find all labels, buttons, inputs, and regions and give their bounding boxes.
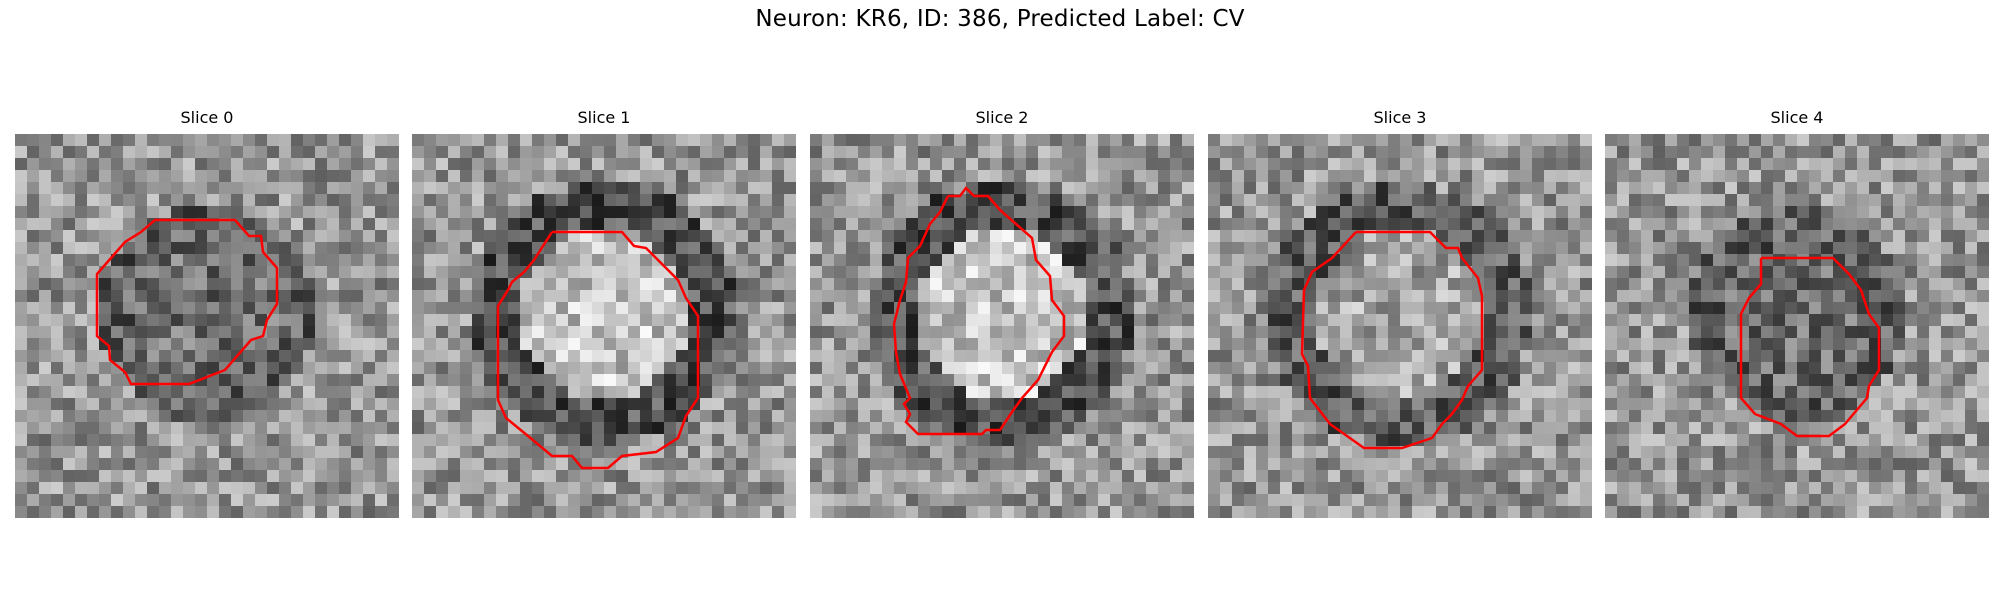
slice-title: Slice 3 <box>1373 108 1427 127</box>
slice-panel-0: Slice 0 <box>15 108 399 520</box>
slice-title: Slice 1 <box>577 108 631 127</box>
roi-contour <box>496 230 700 470</box>
slice-image <box>15 134 399 518</box>
slice-title: Slice 4 <box>1770 108 1824 127</box>
slice-panel-3: Slice 3 <box>1208 108 1592 520</box>
slice-panel-1: Slice 1 <box>412 108 796 520</box>
roi-contour <box>1739 256 1881 438</box>
roi-contour <box>892 186 1066 436</box>
figure-title: Neuron: KR6, ID: 386, Predicted Label: C… <box>755 6 1245 32</box>
roi-contour <box>95 218 279 386</box>
slice-title: Slice 0 <box>180 108 234 127</box>
roi-contour <box>1300 230 1484 450</box>
slice-title: Slice 2 <box>975 108 1029 127</box>
slice-panel-4: Slice 4 <box>1605 108 1989 520</box>
slice-image <box>412 134 796 518</box>
slice-panel-2: Slice 2 <box>810 108 1194 520</box>
slice-image <box>1208 134 1592 518</box>
slice-image <box>810 134 1194 518</box>
slice-image <box>1605 134 1989 518</box>
